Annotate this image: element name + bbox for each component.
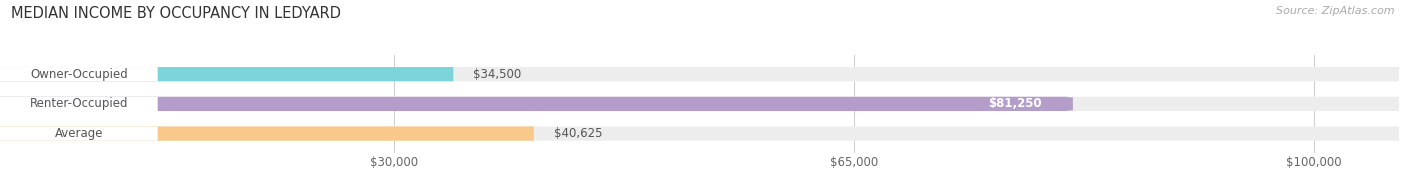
FancyBboxPatch shape xyxy=(0,97,1399,111)
Text: Renter-Occupied: Renter-Occupied xyxy=(30,97,128,110)
Text: Source: ZipAtlas.com: Source: ZipAtlas.com xyxy=(1277,6,1395,16)
FancyBboxPatch shape xyxy=(0,67,453,81)
FancyBboxPatch shape xyxy=(0,97,157,111)
FancyBboxPatch shape xyxy=(0,97,1067,111)
Text: $34,500: $34,500 xyxy=(472,68,522,81)
FancyBboxPatch shape xyxy=(0,67,1399,81)
Text: Owner-Occupied: Owner-Occupied xyxy=(30,68,128,81)
FancyBboxPatch shape xyxy=(0,126,1399,141)
FancyBboxPatch shape xyxy=(957,97,1073,110)
FancyBboxPatch shape xyxy=(0,67,157,81)
FancyBboxPatch shape xyxy=(0,126,157,141)
Text: Average: Average xyxy=(55,127,103,140)
Text: $40,625: $40,625 xyxy=(554,127,602,140)
FancyBboxPatch shape xyxy=(0,126,534,141)
Text: MEDIAN INCOME BY OCCUPANCY IN LEDYARD: MEDIAN INCOME BY OCCUPANCY IN LEDYARD xyxy=(11,6,342,21)
Text: $81,250: $81,250 xyxy=(988,97,1042,110)
